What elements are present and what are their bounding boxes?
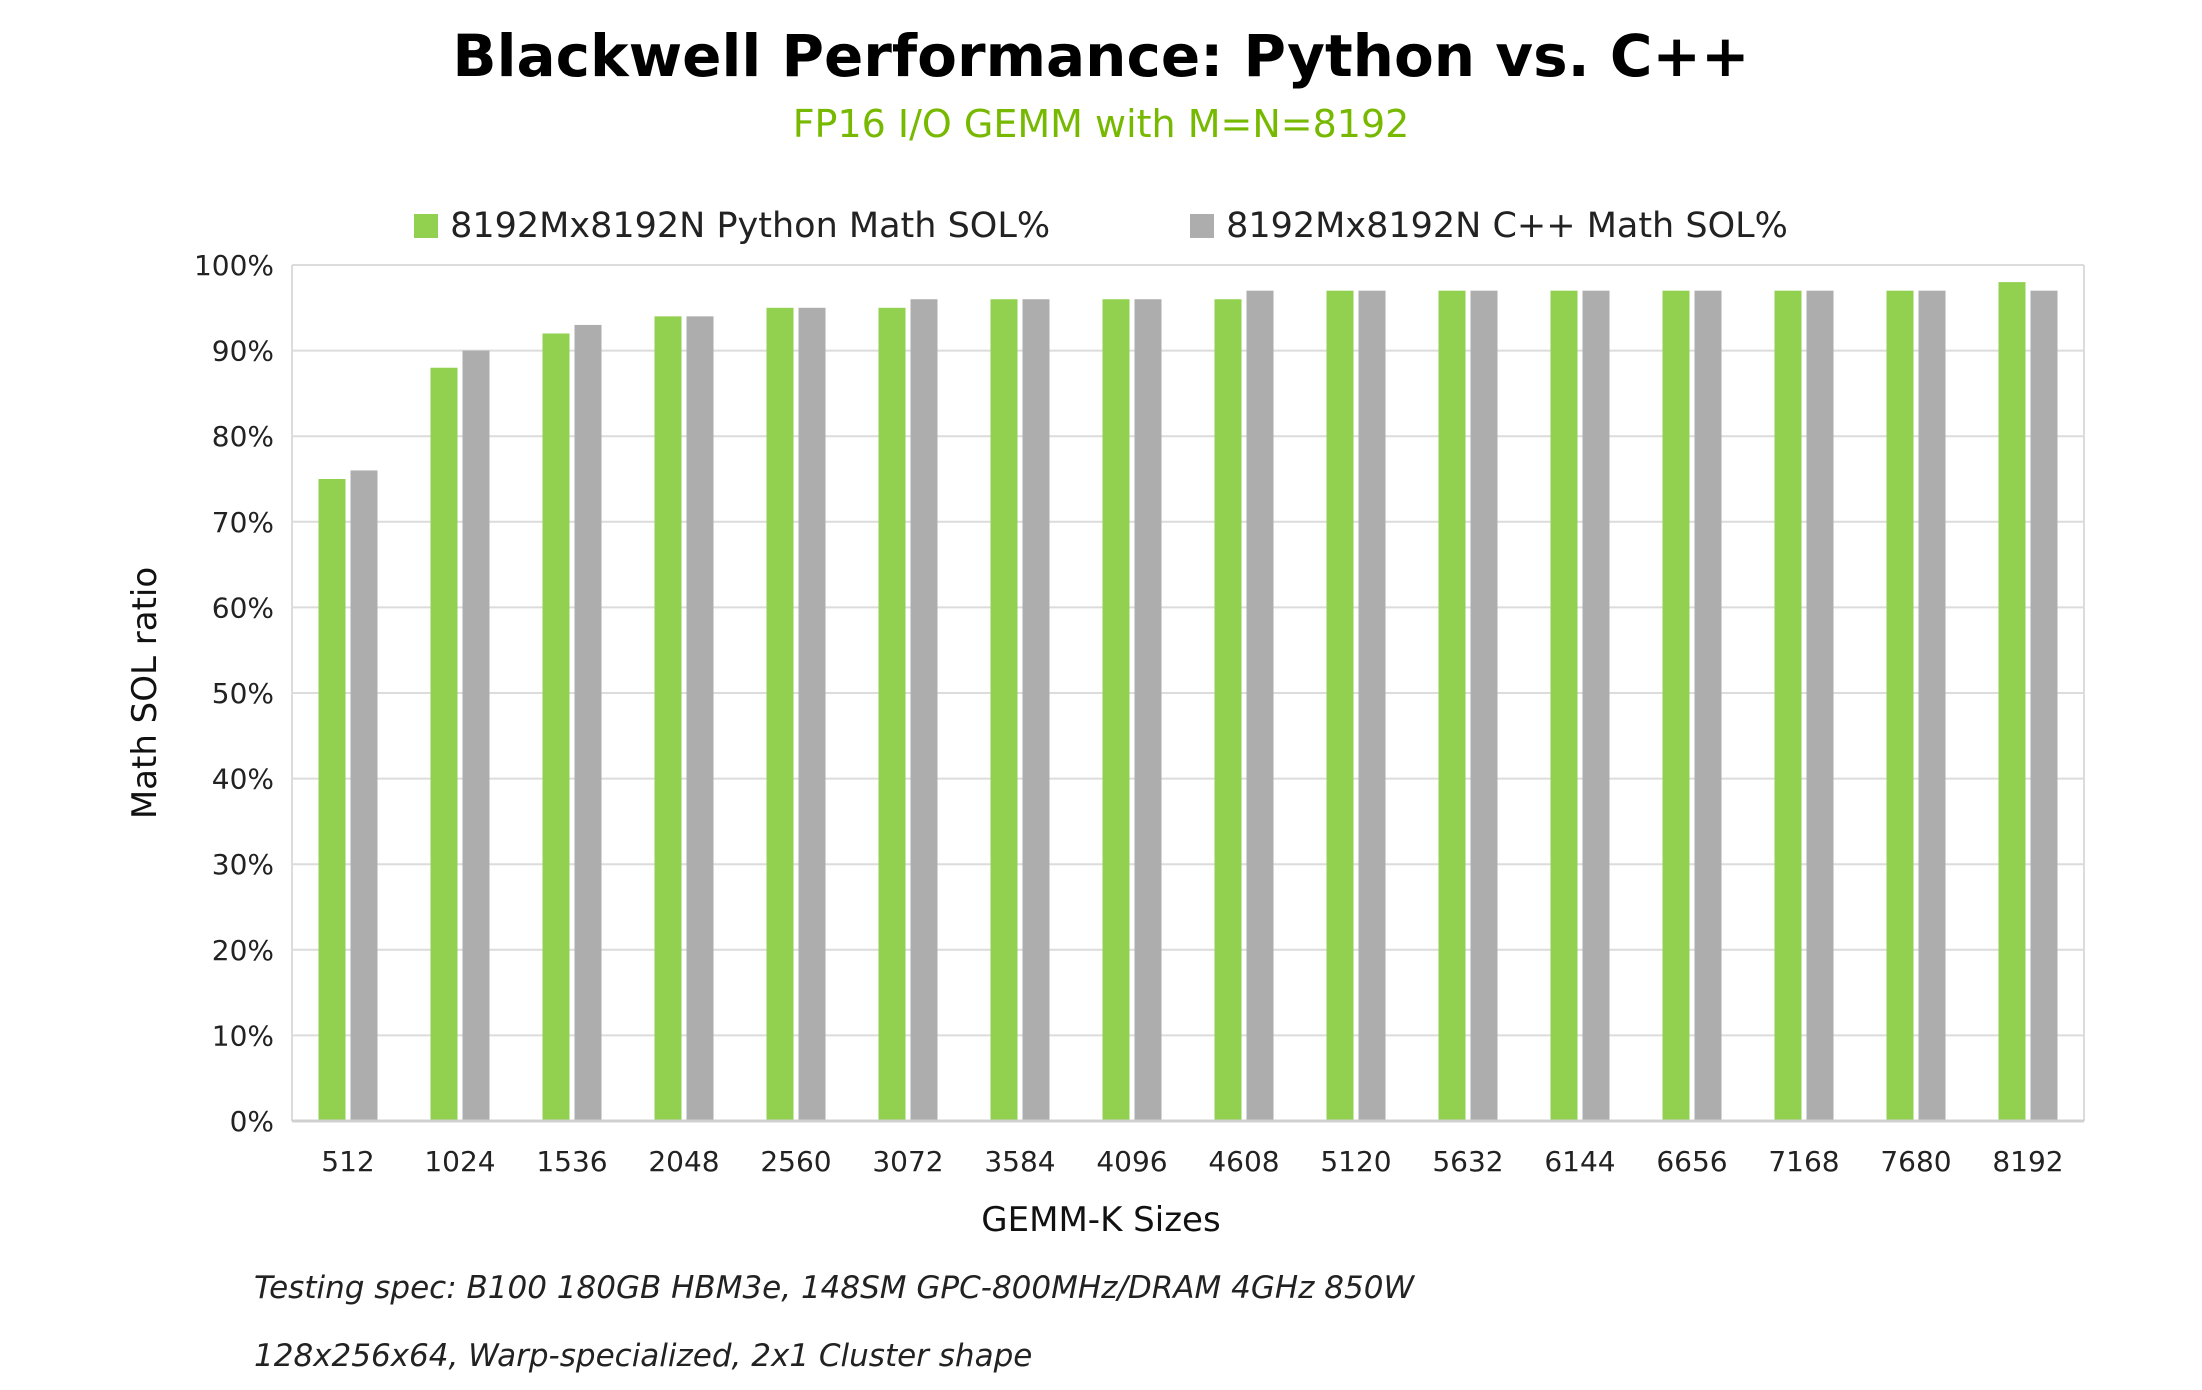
bar-python-5632 [1438,290,1466,1121]
bar-cpp-5632 [1470,290,1498,1121]
bar-cpp-1024 [462,350,490,1122]
footnote-testing-spec: Testing spec: B100 180GB HBM3e, 148SM GP… [254,1270,1415,1306]
bar-python-4608 [1214,299,1242,1121]
bar-python-6656 [1662,290,1690,1121]
bar-cpp-2560 [798,307,826,1121]
bar-python-3072 [878,307,906,1121]
legend-label-python: 8192Mx8192N Python Math SOL% [450,206,1051,246]
chart-subtitle: FP16 I/O GEMM with M=N=8192 [792,102,1410,146]
bar-cpp-6656 [1694,290,1722,1121]
bar-python-7680 [1886,290,1914,1121]
bar-python-2048 [654,316,682,1121]
y-tick-label: 100% [194,249,274,282]
y-tick-label: 40% [212,763,274,796]
bar-python-5120 [1326,290,1354,1121]
y-tick-label: 30% [212,848,274,881]
legend-swatch-cpp [1190,214,1215,238]
chart-title: Blackwell Performance: Python vs. C++ [452,22,1750,90]
bar-python-2560 [766,307,794,1121]
y-tick-label: 0% [230,1105,274,1138]
bar-python-512 [318,479,346,1121]
x-tick-label: 5120 [1320,1145,1391,1178]
bar-python-6144 [1550,290,1578,1121]
legend-item-python: 8192Mx8192N Python Math SOL% [414,206,1050,246]
legend: 8192Mx8192N Python Math SOL% 8192Mx8192N… [0,206,2202,246]
x-tick-label: 3072 [872,1145,943,1178]
bar-cpp-3584 [1022,299,1050,1121]
x-tick-label: 6656 [1656,1145,1727,1178]
y-tick-label: 70% [212,506,274,539]
x-tick-label: 7680 [1880,1145,1951,1178]
y-tick-label: 50% [212,677,274,710]
bar-cpp-7680 [1918,290,1946,1121]
bar-cpp-5120 [1358,290,1386,1121]
x-tick-label: 7168 [1768,1145,1839,1178]
bar-python-1536 [542,333,570,1122]
bar-python-7168 [1774,290,1802,1121]
y-axis-label: Math SOL ratio [125,566,165,820]
bar-cpp-2048 [686,316,714,1121]
y-tick-label: 90% [212,335,274,368]
bar-python-8192 [1998,282,2026,1121]
bar-cpp-4608 [1246,290,1274,1121]
y-tick-label: 80% [212,420,274,453]
x-tick-label: 3584 [984,1145,1055,1178]
y-tick-label: 60% [212,591,274,624]
legend-label-cpp: 8192Mx8192N C++ Math SOL% [1226,206,1788,246]
legend-swatch-python [414,214,439,238]
bar-cpp-3072 [910,299,938,1121]
x-tick-label: 5632 [1432,1145,1503,1178]
bar-cpp-6144 [1582,290,1610,1121]
x-axis-label: GEMM-K Sizes [981,1200,1221,1240]
x-tick-label: 4096 [1096,1145,1167,1178]
x-tick-label: 4608 [1208,1145,1279,1178]
x-tick-label: 2048 [648,1145,719,1178]
y-tick-label: 10% [212,1019,274,1052]
x-tick-label: 8192 [1992,1145,2063,1178]
bar-python-3584 [990,299,1018,1121]
y-tick-label: 20% [212,934,274,967]
x-tick-label: 2560 [760,1145,831,1178]
bar-cpp-4096 [1134,299,1162,1121]
bar-cpp-512 [350,470,378,1121]
bar-cpp-7168 [1806,290,1834,1121]
bar-cpp-8192 [2030,290,2058,1121]
x-tick-label: 6144 [1544,1145,1615,1178]
legend-item-cpp: 8192Mx8192N C++ Math SOL% [1190,206,1788,246]
bar-python-1024 [430,367,458,1122]
bar-python-4096 [1102,299,1130,1121]
x-tick-label: 1024 [424,1145,495,1178]
footnote-config: 128x256x64, Warp-specialized, 2x1 Cluste… [254,1338,1033,1374]
bar-cpp-1536 [574,324,602,1121]
x-tick-label: 512 [321,1145,374,1178]
x-tick-label: 1536 [536,1145,607,1178]
